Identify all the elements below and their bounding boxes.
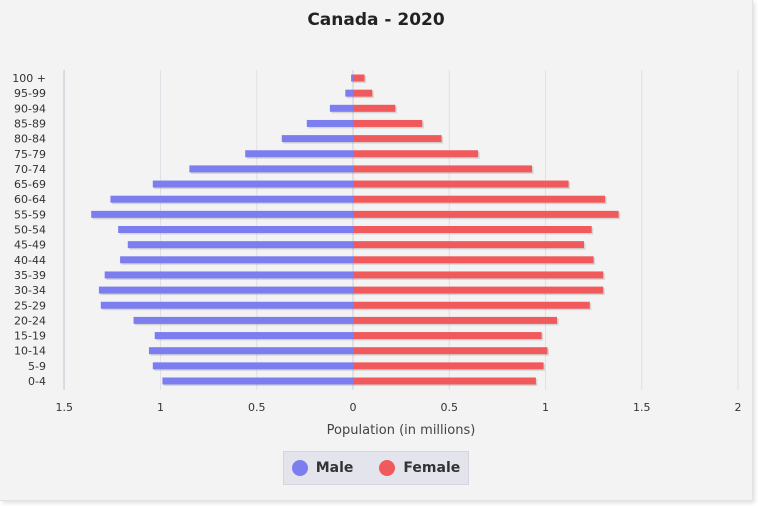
female-bar [353, 241, 584, 249]
female-bar [353, 332, 542, 340]
male-bar [329, 104, 353, 112]
y-tick-label: 70-74 [14, 163, 46, 176]
male-bar [162, 377, 353, 385]
x-tick-label: 0.5 [248, 401, 266, 414]
female-bar [353, 377, 536, 385]
y-tick-label: 75-79 [14, 148, 46, 161]
female-bar [353, 362, 544, 370]
male-bar [245, 150, 353, 158]
female-bar [353, 226, 592, 233]
female-bar [353, 135, 442, 143]
x-tick-label: 1.5 [633, 401, 651, 414]
legend-item-male[interactable]: Male [291, 460, 354, 476]
male-bar [120, 256, 353, 264]
male-bar [104, 271, 353, 279]
legend-item-female[interactable]: Female [379, 460, 460, 476]
x-tick-label: 1 [157, 401, 164, 414]
female-bar [353, 74, 365, 82]
male-bar [154, 332, 353, 340]
male-bar [100, 301, 353, 309]
x-axis-title: Population (in millions) [327, 423, 476, 438]
male-bar [351, 74, 353, 82]
y-tick-label: 20-24 [14, 314, 46, 327]
female-bar [353, 271, 604, 279]
female-bar [353, 150, 479, 158]
female-bar [353, 195, 606, 203]
female-bar [353, 286, 604, 294]
male-bar [152, 180, 353, 188]
male-bar [345, 89, 353, 97]
y-tick-label: 25-29 [14, 299, 46, 312]
y-tick-label: 40-44 [14, 254, 46, 267]
y-tick-label: 15-19 [14, 330, 46, 343]
x-tick-label: 0 [350, 401, 357, 414]
female-bar [353, 165, 533, 173]
female-bar [353, 104, 396, 112]
female-bar [353, 119, 423, 127]
male-bar [91, 210, 353, 218]
female-bar [353, 256, 594, 264]
male-bar [127, 241, 354, 249]
y-tick-label: 85-89 [14, 117, 46, 130]
y-tick-label: 55-59 [14, 208, 46, 221]
legend-swatch-female [379, 460, 396, 476]
male-bar [133, 316, 353, 324]
female-bar [353, 316, 558, 324]
y-tick-label: 0-4 [28, 375, 46, 388]
male-bar [110, 195, 353, 203]
y-tick-label: 95-99 [14, 87, 46, 100]
y-tick-label: 5-9 [28, 360, 46, 373]
male-bar [98, 286, 354, 294]
legend-label-male: Male [315, 460, 354, 476]
y-tick-label: 100 + [12, 72, 46, 85]
male-bar [118, 226, 354, 233]
y-tick-label: 10-14 [14, 345, 46, 358]
x-tick-label: 0.5 [441, 401, 459, 414]
female-bar [353, 89, 373, 97]
x-tick-label: 1.5 [56, 401, 74, 414]
female-bar [353, 347, 548, 355]
chart-title: Canada - 2020 [307, 10, 445, 30]
male-bar [189, 165, 353, 173]
legend: Male Female [283, 451, 469, 485]
y-tick-label: 30-34 [14, 284, 46, 297]
female-bar [353, 210, 619, 218]
y-tick-label: 80-84 [14, 133, 46, 146]
y-tick-label: 50-54 [14, 224, 46, 237]
male-bar [148, 347, 353, 355]
y-tick-label: 60-64 [14, 193, 46, 206]
legend-label-female: Female [403, 460, 461, 476]
x-tick-label: 1 [542, 401, 549, 414]
y-tick-label: 65-69 [14, 178, 46, 191]
female-bar [353, 301, 590, 309]
y-tick-label: 45-49 [14, 239, 46, 252]
male-bar [306, 119, 353, 127]
female-bar [353, 180, 569, 188]
male-bar [281, 135, 353, 143]
y-tick-label: 35-39 [14, 269, 46, 282]
male-bar [152, 362, 353, 370]
x-tick-label: 2 [735, 401, 742, 414]
y-tick-label: 90-94 [14, 102, 46, 115]
legend-swatch-male [291, 460, 308, 476]
